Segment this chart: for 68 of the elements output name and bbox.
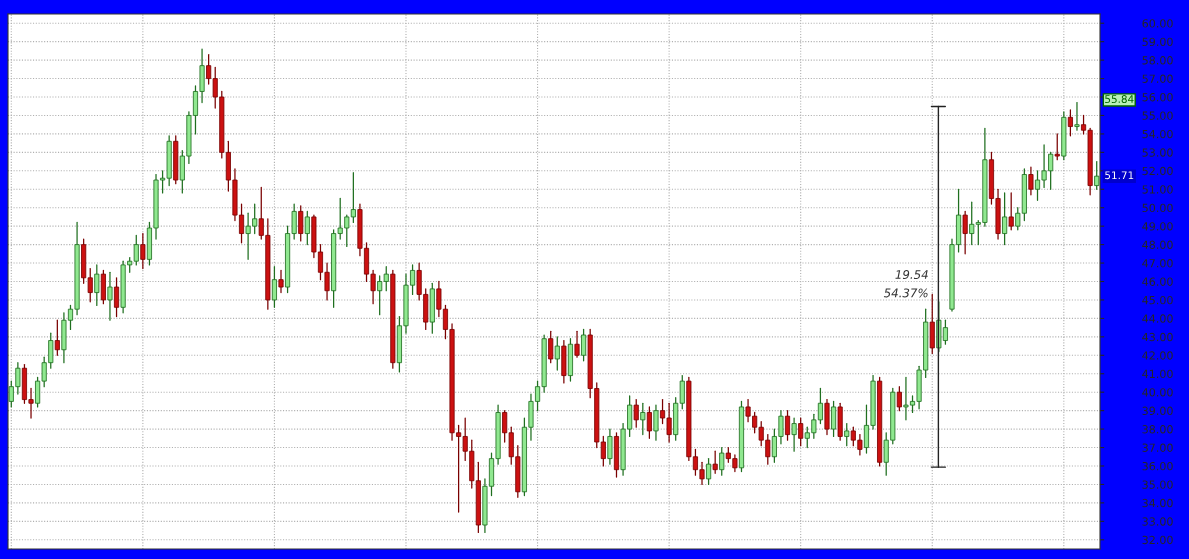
y-tick-label: 38.00 xyxy=(1142,425,1173,434)
candlestick xyxy=(844,422,850,447)
y-tick-label: 48.00 xyxy=(1142,240,1173,249)
candlestick xyxy=(271,266,277,308)
y-tick-label: 53.00 xyxy=(1142,148,1173,157)
candlestick xyxy=(107,271,113,321)
y-tick-label: 39.00 xyxy=(1142,406,1173,416)
y-tick-label: 55.00 xyxy=(1142,111,1173,120)
annotation: 19.54 xyxy=(895,270,928,280)
y-tick-label: 50.00 xyxy=(1142,203,1173,213)
candlestick xyxy=(640,402,646,436)
candlestick xyxy=(607,428,613,465)
candlestick xyxy=(896,386,902,412)
candlestick xyxy=(962,210,968,255)
y-tick-label: 34.00 xyxy=(1142,498,1173,508)
y-tick-label: 37.00 xyxy=(1142,443,1173,452)
candlestick xyxy=(1067,109,1073,137)
y-tick-label: 42.00 xyxy=(1142,351,1173,360)
candlestick xyxy=(653,404,659,441)
y-tick-label: 51.00 xyxy=(1142,185,1173,194)
y-tick-label: 35.00 xyxy=(1142,480,1173,489)
annotation: 54.37% xyxy=(883,288,928,298)
candlestick xyxy=(140,232,146,270)
candlestick xyxy=(1008,192,1014,231)
y-tick-label: 33.00 xyxy=(1142,517,1173,526)
y-tick-label: 60.00 xyxy=(1142,19,1173,28)
y-tick-label: 56.00 xyxy=(1142,92,1173,102)
candlestick xyxy=(581,328,587,362)
candlestick xyxy=(548,330,554,364)
candlestick xyxy=(712,450,718,474)
candlestick xyxy=(798,417,804,447)
candlestick xyxy=(719,446,725,476)
candlestick xyxy=(1002,192,1008,246)
y-tick-label: 54.00 xyxy=(1142,129,1173,139)
y-tick-label: 40.00 xyxy=(1142,388,1173,397)
candlestick xyxy=(1094,160,1100,190)
candlestick xyxy=(633,398,639,428)
y-tick-label: 58.00 xyxy=(1142,56,1173,65)
y-tick-label: 45.00 xyxy=(1142,295,1173,305)
y-tick-label: 49.00 xyxy=(1142,222,1173,231)
candlestick xyxy=(574,330,580,358)
candlestick xyxy=(646,406,652,439)
y-tick-label: 46.00 xyxy=(1142,277,1173,286)
y-tick-label: 52.00 xyxy=(1142,166,1173,176)
candlestick xyxy=(298,205,304,242)
y-tick-label: 36.00 xyxy=(1142,461,1173,471)
candlestick xyxy=(791,417,797,452)
candlestick xyxy=(278,269,284,294)
y-tick-label: 57.00 xyxy=(1142,74,1173,83)
candlestick xyxy=(1028,166,1034,196)
candlestick xyxy=(113,277,120,318)
y-tick-label: 44.00 xyxy=(1142,314,1173,323)
candlestick xyxy=(1074,101,1080,131)
y-tick-label: 32.00 xyxy=(1142,535,1173,545)
text: 51.71 xyxy=(1105,171,1134,180)
y-tick-label: 43.00 xyxy=(1142,332,1173,342)
y-tick-label: 59.00 xyxy=(1142,37,1173,47)
y-tick-label: 41.00 xyxy=(1142,369,1173,379)
candlestick xyxy=(554,336,560,371)
candlestick xyxy=(784,410,791,441)
candlestick xyxy=(1054,133,1060,161)
y-tick-label: 47.00 xyxy=(1142,259,1173,268)
candlestick xyxy=(54,319,60,356)
text: 55.84 xyxy=(1105,95,1134,103)
candlestick xyxy=(706,457,712,486)
candlestick xyxy=(831,400,837,438)
candlestick xyxy=(94,264,100,307)
candlestick xyxy=(304,210,310,246)
